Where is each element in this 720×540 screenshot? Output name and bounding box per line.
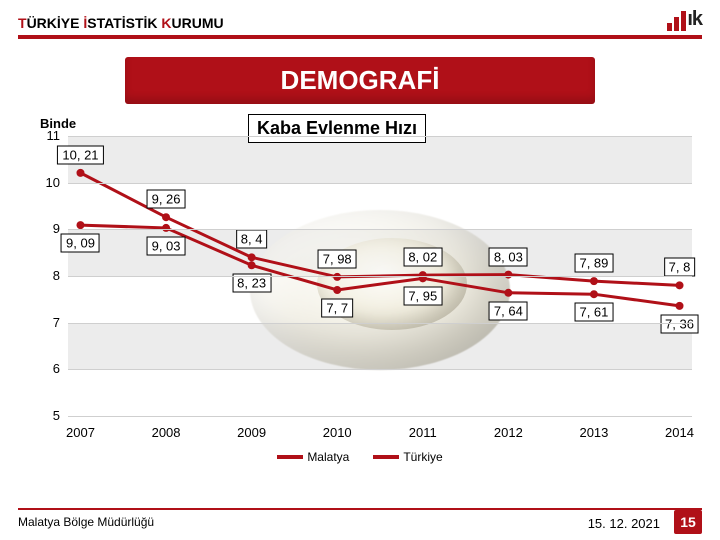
grid-line [68,229,692,230]
data-label: 7, 36 [660,314,699,333]
logo-text: ık [687,8,702,31]
data-label: 8, 4 [236,230,268,249]
logo-bars-icon [667,11,686,31]
legend-swatch-icon [373,455,399,459]
data-label: 9, 26 [147,190,186,209]
grid-line [68,323,692,324]
data-label: 7, 61 [574,303,613,322]
x-tick: 2014 [665,425,694,440]
data-label: 7, 8 [664,258,696,277]
y-tick: 9 [30,221,60,236]
y-tick: 5 [30,408,60,423]
y-tick: 7 [30,315,60,330]
org-title-red: T [18,15,27,31]
footer-right: 15. 12. 2021 15 [588,510,702,534]
grid-line [68,136,692,137]
chart-title: Kaba Evlenme Hızı [248,114,426,143]
y-tick: 6 [30,361,60,376]
data-label: 7, 95 [403,287,442,306]
x-tick: 2008 [152,425,181,440]
footer-date: 15. 12. 2021 [588,516,660,531]
chart-area: 10, 219, 268, 47, 988, 028, 037, 897, 89… [18,116,702,446]
footer-office: Malatya Bölge Müdürlüğü [18,510,154,534]
data-label: 7, 89 [574,254,613,273]
footer: Malatya Bölge Müdürlüğü 15. 12. 2021 15 [0,510,720,534]
y-tick: 8 [30,268,60,283]
grid-line [68,276,692,277]
x-tick: 2007 [66,425,95,440]
section-banner: DEMOGRAFİ [125,57,595,104]
page-number: 15 [674,510,702,534]
legend-item: Malatya [277,450,349,464]
grid-line [68,369,692,370]
header: TÜRKİYE İSTATİSTİK KURUMU ık [0,0,720,31]
grid-line [68,416,692,417]
org-title: TÜRKİYE İSTATİSTİK KURUMU [18,15,224,31]
x-tick: 2010 [323,425,352,440]
data-label: 8, 02 [403,248,442,267]
y-tick: 10 [30,175,60,190]
org-title-rest: ÜRKİYE İSTATİSTİK KURUMU [27,15,224,31]
grid-line [68,183,692,184]
data-label: 9, 09 [61,234,100,253]
y-tick: 11 [30,128,60,143]
legend-item: Türkiye [373,450,442,464]
data-label: 8, 03 [489,247,528,266]
x-tick: 2009 [237,425,266,440]
data-label: 7, 98 [318,249,357,268]
banner-wrap: DEMOGRAFİ [0,57,720,104]
header-divider [18,35,702,39]
data-label: 7, 7 [321,299,353,318]
legend-swatch-icon [277,455,303,459]
legend-label: Türkiye [403,450,442,464]
x-tick: 2012 [494,425,523,440]
x-tick: 2011 [409,425,437,440]
logo: ık [667,8,702,31]
data-label: 9, 03 [147,236,186,255]
data-label: 10, 21 [57,145,103,164]
x-tick: 2013 [579,425,608,440]
legend: Malatya Türkiye [0,450,720,464]
data-label: 7, 64 [489,301,528,320]
legend-label: Malatya [307,450,349,464]
